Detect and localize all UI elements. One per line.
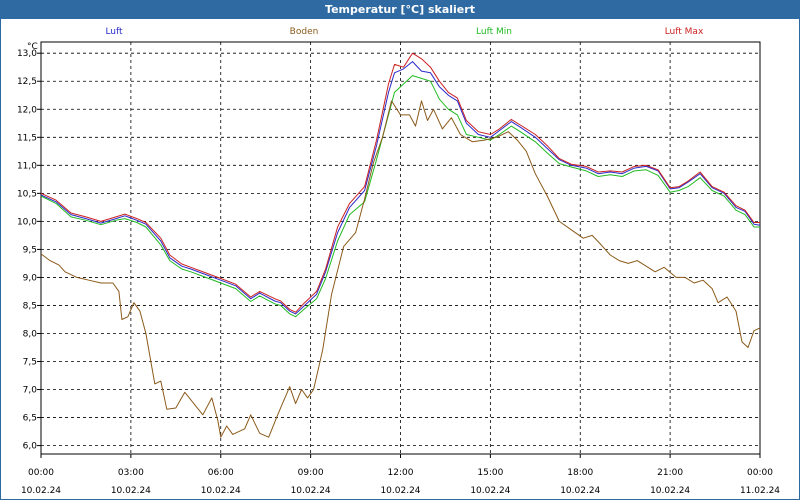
- x-tick-time: 03:00: [118, 468, 144, 478]
- x-tick-date: 10.02.24: [291, 486, 331, 496]
- y-tick-label: 10,5: [17, 189, 37, 199]
- temperature-chart: 6,0 6,5 7,0 7,5 8,0 8,5 9,0 9,5 10,0 10,5 11,0 11,5…: [17, 27, 780, 496]
- series-line-luft-max: [40, 52, 760, 313]
- chart-title: Temperatur [°C] skaliert: [1, 1, 799, 19]
- x-tick-time: 06:00: [208, 468, 234, 478]
- y-tick-label: 9,0: [23, 273, 38, 283]
- y-axis-label: °C: [27, 42, 38, 52]
- x-tick-date: 10.02.24: [201, 486, 241, 496]
- x-tick-time: 18:00: [567, 468, 593, 478]
- y-tick-label: 12,5: [17, 77, 37, 87]
- y-tick-label: 12,0: [17, 105, 37, 115]
- x-tick-time: 00:00: [747, 468, 773, 478]
- series-line-luft-min: [40, 75, 760, 318]
- legend-item: Luft Min: [476, 27, 512, 37]
- x-tick-time: 15:00: [477, 468, 503, 478]
- x-tick-date: 10.02.24: [21, 486, 61, 496]
- x-tick-time: 09:00: [298, 468, 324, 478]
- legend: Luft Boden Luft Min Luft Max: [105, 27, 704, 37]
- x-axis-ticks: 00:00 10.02.24 03:00 10.02.24 06:00 10.02.24 0…: [21, 454, 780, 496]
- y-tick-label: 10,0: [17, 217, 37, 227]
- x-tick-date: 10.02.24: [380, 486, 420, 496]
- legend-item: Luft: [105, 27, 123, 37]
- y-tick-label: 7,5: [23, 358, 37, 368]
- y-tick-label: 6,5: [23, 414, 37, 424]
- x-tick-date: 11.02.24: [740, 486, 780, 496]
- series-line-luft: [40, 61, 761, 315]
- x-tick-time: 12:00: [388, 468, 414, 478]
- y-tick-label: 13,0: [17, 49, 37, 59]
- x-tick-time: 00:00: [28, 468, 54, 478]
- x-tick-date: 10.02.24: [560, 486, 600, 496]
- series-line-boden: [40, 100, 761, 438]
- legend-item: Luft Max: [665, 27, 704, 37]
- y-tick-label: 6,0: [23, 442, 38, 452]
- y-tick-label: 11,0: [17, 161, 37, 171]
- y-tick-label: 11,5: [17, 133, 37, 143]
- x-tick-time: 21:00: [657, 468, 683, 478]
- y-tick-label: 9,5: [23, 245, 37, 255]
- y-tick-label: 8,0: [23, 329, 38, 339]
- x-tick-date: 10.02.24: [470, 486, 510, 496]
- legend-item: Boden: [290, 27, 319, 37]
- y-tick-label: 8,5: [23, 301, 37, 311]
- x-tick-date: 10.02.24: [111, 486, 151, 496]
- grid: [41, 42, 760, 454]
- x-tick-date: 10.02.24: [650, 486, 690, 496]
- y-tick-label: 7,0: [23, 386, 38, 396]
- y-axis-ticks: 6,0 6,5 7,0 7,5 8,0 8,5 9,0 9,5 10,0 10,5 11,0 11,5…: [17, 49, 41, 452]
- series-lines: [40, 52, 761, 438]
